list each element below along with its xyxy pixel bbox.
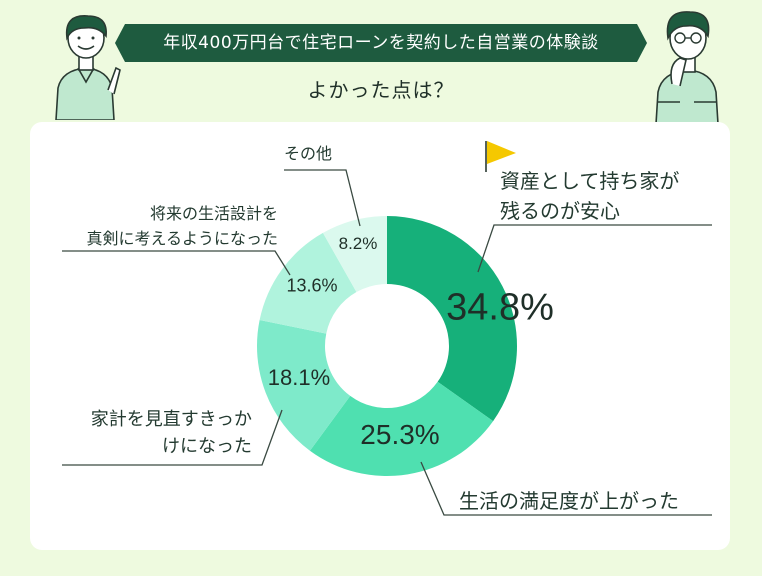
person-right-illustration bbox=[655, 11, 719, 124]
chart-subtitle: よかった点は？ bbox=[307, 78, 455, 102]
chart-card bbox=[30, 122, 730, 550]
slice-budget bbox=[256, 320, 351, 451]
leader-line-satisfaction bbox=[420, 461, 712, 516]
category-label-planning: 将来の生活設計を 真剣に考えるようになった bbox=[86, 204, 278, 248]
value-label-other: 8.2% bbox=[338, 234, 378, 253]
flag-icon bbox=[485, 141, 516, 172]
leader-line-budget bbox=[62, 409, 283, 466]
slice-planning bbox=[259, 232, 357, 334]
value-label-satisfaction: 25.3% bbox=[360, 419, 440, 450]
category-label-satisfaction: 生活の満足度が上がった bbox=[459, 489, 679, 513]
leader-line-asset bbox=[477, 224, 712, 273]
leader-line-other bbox=[284, 169, 361, 227]
value-label-budget: 18.1% bbox=[267, 365, 331, 390]
page-title: 年収400万円台で住宅ローンを契約した自営業の体験談 bbox=[163, 33, 599, 53]
value-label-asset: 34.8% bbox=[446, 286, 554, 329]
slice-other bbox=[322, 216, 387, 293]
category-label-other: その他 bbox=[284, 144, 333, 163]
title-banner bbox=[115, 24, 647, 62]
leader-line-planning bbox=[62, 250, 291, 276]
slice-asset bbox=[387, 216, 518, 422]
category-label-budget: 家計を見直すきっか けになった bbox=[90, 409, 252, 457]
slice-satisfaction bbox=[309, 381, 494, 477]
value-label-planning: 13.6% bbox=[286, 275, 338, 296]
person-left-illustration bbox=[55, 15, 121, 120]
category-label-asset: 資産として持ち家が 残るのが安心 bbox=[500, 169, 680, 223]
